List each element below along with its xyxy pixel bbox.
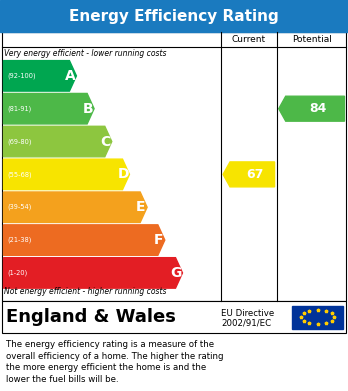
Text: (92-100): (92-100): [8, 73, 36, 79]
Polygon shape: [3, 225, 165, 255]
Bar: [2, 32, 346, 301]
Text: England & Wales: England & Wales: [6, 308, 176, 326]
Text: (21-38): (21-38): [8, 237, 32, 243]
Bar: [0, 0, 348, 32]
Text: E: E: [136, 200, 145, 214]
Text: C: C: [100, 135, 111, 149]
Text: G: G: [171, 266, 182, 280]
Polygon shape: [3, 61, 77, 91]
Text: (1-20): (1-20): [8, 270, 28, 276]
Text: 84: 84: [309, 102, 326, 115]
Polygon shape: [3, 192, 147, 222]
Text: Not energy efficient - higher running costs: Not energy efficient - higher running co…: [4, 287, 167, 296]
Polygon shape: [223, 162, 275, 187]
Text: A: A: [65, 69, 76, 83]
Text: 67: 67: [246, 168, 264, 181]
Text: (39-54): (39-54): [8, 204, 32, 210]
Polygon shape: [279, 96, 345, 121]
Text: Current: Current: [232, 35, 266, 44]
Text: F: F: [154, 233, 163, 247]
Text: The energy efficiency rating is a measure of the
overall efficiency of a home. T: The energy efficiency rating is a measur…: [6, 340, 224, 384]
Text: B: B: [82, 102, 93, 116]
Polygon shape: [3, 93, 94, 124]
Text: (55-68): (55-68): [8, 171, 32, 178]
Polygon shape: [3, 159, 129, 190]
Text: Very energy efficient - lower running costs: Very energy efficient - lower running co…: [4, 48, 167, 58]
Polygon shape: [3, 126, 112, 157]
Text: Potential: Potential: [292, 35, 332, 44]
Bar: [292, 305, 343, 329]
Text: (81-91): (81-91): [8, 106, 32, 112]
Text: EU Directive: EU Directive: [221, 308, 274, 318]
Text: D: D: [117, 167, 129, 181]
Text: 2002/91/EC: 2002/91/EC: [221, 318, 271, 327]
Bar: [2, 301, 346, 333]
Text: Energy Efficiency Rating: Energy Efficiency Rating: [69, 9, 279, 23]
Polygon shape: [3, 258, 182, 288]
Text: (69-80): (69-80): [8, 138, 32, 145]
